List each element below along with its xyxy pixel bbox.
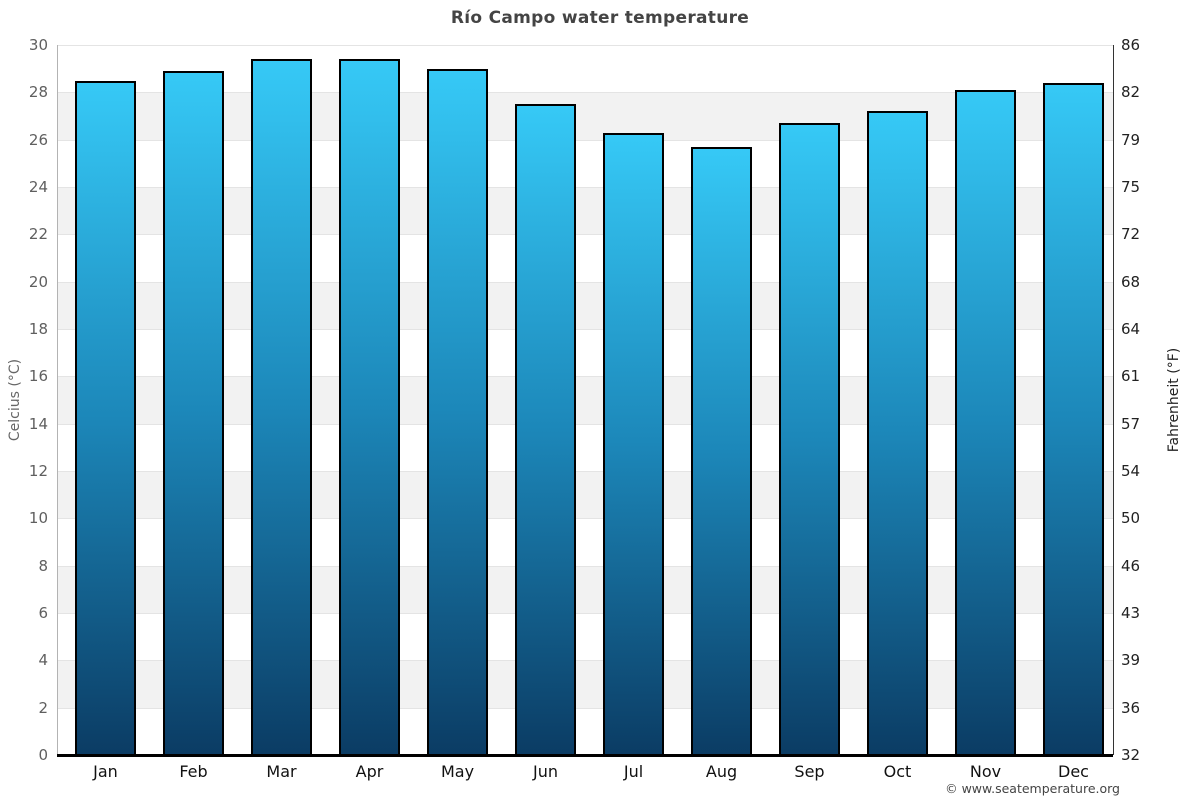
bar-jun[interactable] [515,104,576,755]
x-tick-jul: Jul [623,762,644,781]
bar-aug[interactable] [691,146,752,755]
plot-band [57,187,1113,235]
plot-band [57,565,1113,613]
bar-apr[interactable] [339,59,400,755]
y-tick-right-50: 50 [1121,509,1141,528]
bar-jul[interactable] [603,132,664,755]
gridline [57,565,1113,567]
x-tick-jun: Jun [533,762,558,781]
y-tick-left-12: 12 [28,462,48,480]
y-tick-left-18: 18 [28,320,48,338]
y-tick-right-75: 75 [1121,178,1141,196]
y-tick-right-79: 79 [1121,130,1141,149]
y-tick-right-36: 36 [1121,698,1141,717]
x-tick-mar: Mar [266,762,297,781]
bar-nov[interactable] [955,89,1016,755]
x-tick-apr: Apr [355,762,384,781]
gridline [57,471,1113,472]
plot-band [57,376,1113,424]
gridline [57,707,1113,709]
y-tick-right-64: 64 [1121,320,1141,338]
bar-dec[interactable] [1043,82,1104,755]
y-tick-left-26: 26 [28,130,48,149]
y-tick-right-39: 39 [1121,651,1141,670]
y-tick-left-6: 6 [38,604,48,622]
bar-may[interactable] [427,68,488,755]
plot-band [57,281,1113,329]
y-tick-left-22: 22 [28,225,48,244]
gridline [57,92,1113,94]
gridline [57,281,1113,283]
y-tick-right-54: 54 [1121,462,1141,480]
y-tick-right-32: 32 [1121,746,1141,764]
y-tick-right-72: 72 [1121,225,1141,244]
x-tick-jan: Jan [93,762,118,781]
bar-mar[interactable] [251,59,312,755]
y-axis-line-left [57,45,58,755]
gridline [57,613,1113,614]
x-tick-nov: Nov [969,762,1002,781]
gridline [57,423,1113,425]
y-tick-left-30: 30 [28,36,48,54]
bar-feb[interactable] [163,71,224,755]
y-tick-left-24: 24 [28,178,48,196]
y-axis-line-right [1113,45,1114,755]
gridline [57,660,1113,662]
gridline [57,376,1113,378]
x-tick-oct: Oct [883,762,912,781]
y-tick-right-86: 86 [1121,36,1141,54]
x-tick-feb: Feb [179,762,208,781]
y-tick-right-46: 46 [1121,556,1141,575]
gridline [57,139,1113,141]
y-tick-right-57: 57 [1121,414,1141,433]
y-tick-right-68: 68 [1121,272,1141,291]
copyright-text: © www.seatemperature.org [945,781,1120,796]
y-tick-left-14: 14 [28,414,48,433]
chart-title: Río Campo water temperature [450,8,750,28]
x-axis-line [57,754,1113,757]
x-tick-aug: Aug [705,762,738,781]
x-tick-sep: Sep [794,762,825,781]
bar-sep[interactable] [779,123,840,755]
y-tick-right-82: 82 [1121,83,1141,102]
y-tick-left-10: 10 [28,509,48,528]
y-tick-left-4: 4 [38,651,48,670]
y-tick-left-0: 0 [38,746,48,764]
plot-band [57,92,1113,140]
gridline [57,518,1113,520]
gridline [57,329,1113,330]
plot-band [57,471,1113,519]
gridline [57,187,1113,188]
x-tick-may: May [440,762,475,781]
gridline [57,45,1113,46]
y-tick-left-16: 16 [28,367,48,386]
y-axis-label-fahrenheit: Fahrenheit (°F) [1166,347,1182,453]
gridline [57,234,1113,236]
bar-jan[interactable] [75,80,136,755]
y-tick-left-20: 20 [28,272,48,291]
y-tick-right-43: 43 [1121,604,1141,622]
plot-band [57,660,1113,708]
bar-oct[interactable] [867,111,928,755]
y-tick-left-2: 2 [38,698,48,717]
x-tick-dec: Dec [1058,762,1089,781]
y-tick-left-28: 28 [28,83,48,102]
y-tick-left-8: 8 [38,556,48,575]
y-tick-right-61: 61 [1121,367,1141,386]
